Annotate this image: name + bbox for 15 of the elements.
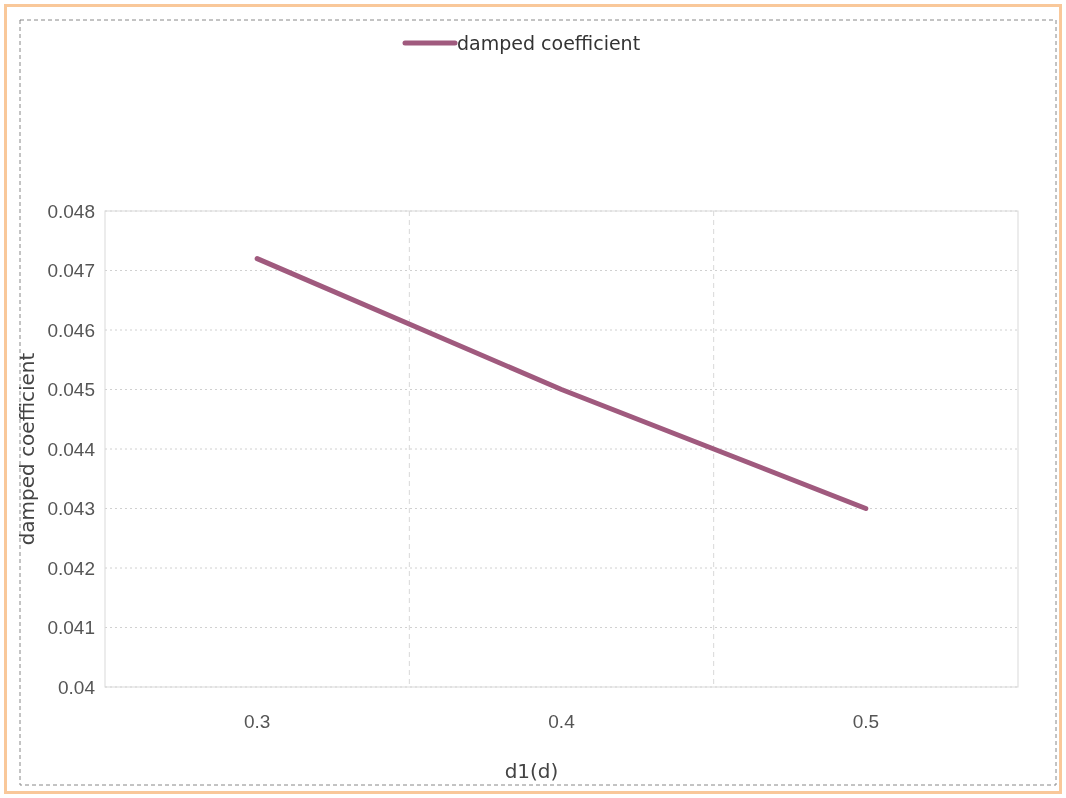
x-axis-title: d1(d) (504, 759, 559, 783)
y-tick-label: 0.048 (47, 200, 95, 222)
x-tick-label: 0.4 (548, 711, 576, 733)
y-tick-label: 0.045 (47, 379, 95, 401)
y-tick-label: 0.047 (47, 260, 95, 282)
x-tick-label: 0.5 (852, 711, 880, 733)
y-axis-title: damped coefficient (15, 352, 39, 546)
x-tick-label: 0.3 (243, 711, 271, 733)
y-tick-label: 0.04 (58, 676, 96, 698)
y-tick-label: 0.042 (47, 557, 95, 579)
y-tick-label: 0.041 (47, 617, 95, 639)
y-tick-label: 0.046 (47, 319, 95, 341)
legend-label: damped coefficient (457, 32, 641, 54)
y-tick-label: 0.044 (47, 438, 96, 460)
y-tick-label: 0.043 (47, 498, 95, 520)
